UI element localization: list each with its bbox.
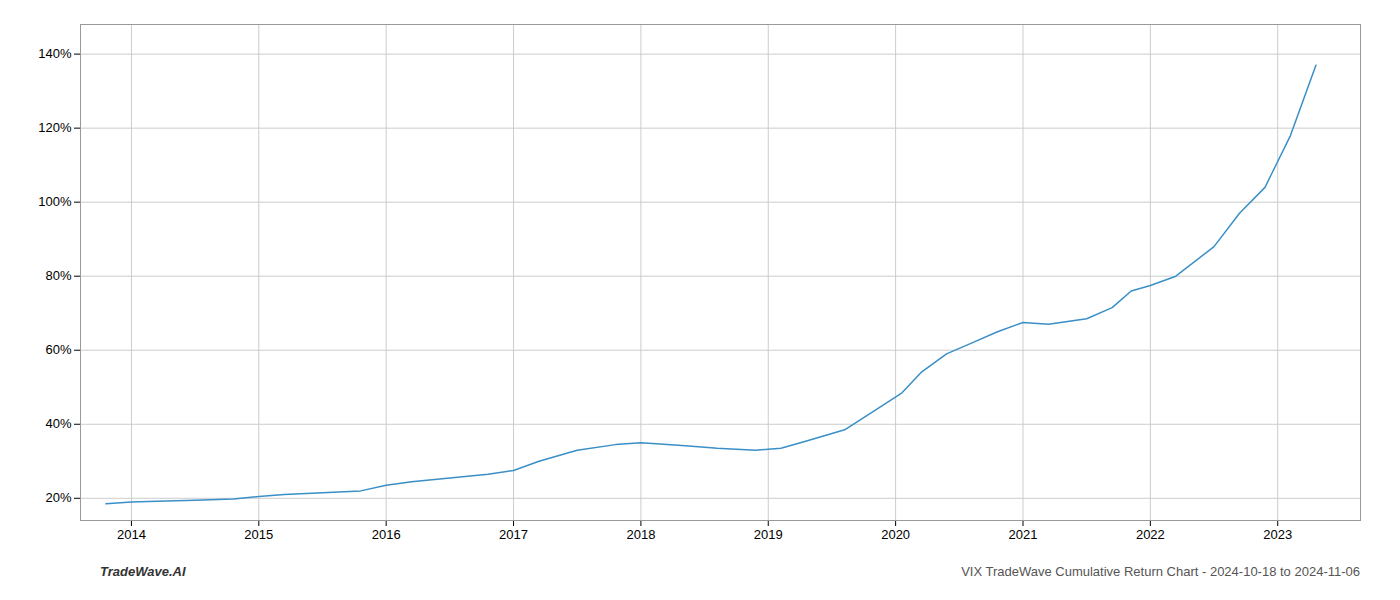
svg-text:140%: 140% (38, 46, 72, 61)
svg-text:2021: 2021 (1009, 527, 1038, 542)
svg-text:120%: 120% (38, 120, 72, 135)
svg-text:20%: 20% (45, 490, 71, 505)
svg-text:2018: 2018 (626, 527, 655, 542)
svg-text:2016: 2016 (372, 527, 401, 542)
html-text:TradeWave.AI: TradeWave.AI (100, 564, 186, 579)
svg-text:2014: 2014 (117, 527, 146, 542)
svg-text:2017: 2017 (499, 527, 528, 542)
svg-text:80%: 80% (45, 268, 71, 283)
svg-text:2019: 2019 (754, 527, 783, 542)
svg-text:40%: 40% (45, 416, 71, 431)
svg-text:60%: 60% (45, 342, 71, 357)
html-text:VIX TradeWave Cumulative Retur: VIX TradeWave Cumulative Return Chart - … (961, 564, 1360, 579)
svg-text:100%: 100% (38, 194, 72, 209)
svg-text:2020: 2020 (881, 527, 910, 542)
svg-text:2015: 2015 (244, 527, 273, 542)
svg-text:2023: 2023 (1263, 527, 1292, 542)
svg-text:2022: 2022 (1136, 527, 1165, 542)
